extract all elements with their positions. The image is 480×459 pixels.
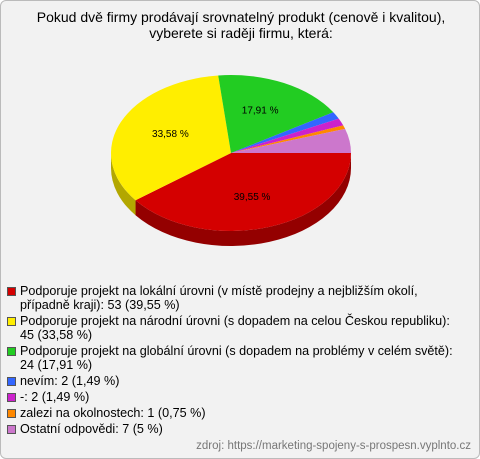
- pie-slice: [231, 112, 339, 153]
- legend-swatch: [7, 409, 16, 418]
- pie-slice: [218, 75, 334, 153]
- legend-item: Podporuje projekt na lokální úrovni (v m…: [7, 284, 462, 312]
- pie-side: [135, 153, 351, 246]
- chart-title: Pokud dvě firmy prodávají srovnatelný pr…: [36, 9, 446, 41]
- legend-item: nevím: 2 (1,49 %): [7, 374, 462, 388]
- legend-item: zalezi na okolnostech: 1 (0,75 %): [7, 406, 462, 420]
- source: zdroj: https://marketing-spojeny-s-prosp…: [196, 440, 471, 452]
- legend-label: nevím: 2 (1,49 %): [20, 374, 120, 388]
- legend-label: Podporuje projekt na globální úrovni (s …: [20, 344, 453, 372]
- legend-swatch: [7, 425, 16, 434]
- legend-swatch: [7, 393, 16, 402]
- legend-swatch: [7, 377, 16, 386]
- legend-label: Ostatní odpovědi: 7 (5 %): [20, 422, 163, 436]
- legend-label: Podporuje projekt na národní úrovni (s d…: [20, 314, 450, 342]
- pie-slice: [135, 153, 351, 231]
- pie-side: [111, 153, 136, 216]
- data-label: 33,58 %: [152, 129, 189, 140]
- pie-slice: [111, 75, 231, 201]
- legend-swatch: [7, 347, 16, 356]
- data-label: 17,91 %: [242, 106, 279, 117]
- legend-item: Podporuje projekt na globální úrovni (s …: [7, 344, 462, 372]
- legend-swatch: [7, 317, 16, 326]
- pie-slice: [231, 128, 351, 153]
- pie-slice: [231, 118, 344, 153]
- legend-item: Ostatní odpovědi: 7 (5 %): [7, 422, 462, 436]
- pie: 39,55 % 33,58 % 17,91 %: [111, 75, 351, 246]
- legend: Podporuje projekt na lokální úrovni (v m…: [7, 284, 462, 438]
- legend-label: zalezi na okolnostech: 1 (0,75 %): [20, 406, 206, 420]
- legend-label: -: 2 (1,49 %): [20, 390, 90, 404]
- legend-item: Podporuje projekt na národní úrovni (s d…: [7, 314, 462, 342]
- data-label: 39,55 %: [234, 192, 271, 203]
- pie-slice: [231, 125, 346, 153]
- legend-item: -: 2 (1,49 %): [7, 390, 462, 404]
- legend-swatch: [7, 287, 16, 296]
- legend-label: Podporuje projekt na lokální úrovni (v m…: [20, 284, 418, 312]
